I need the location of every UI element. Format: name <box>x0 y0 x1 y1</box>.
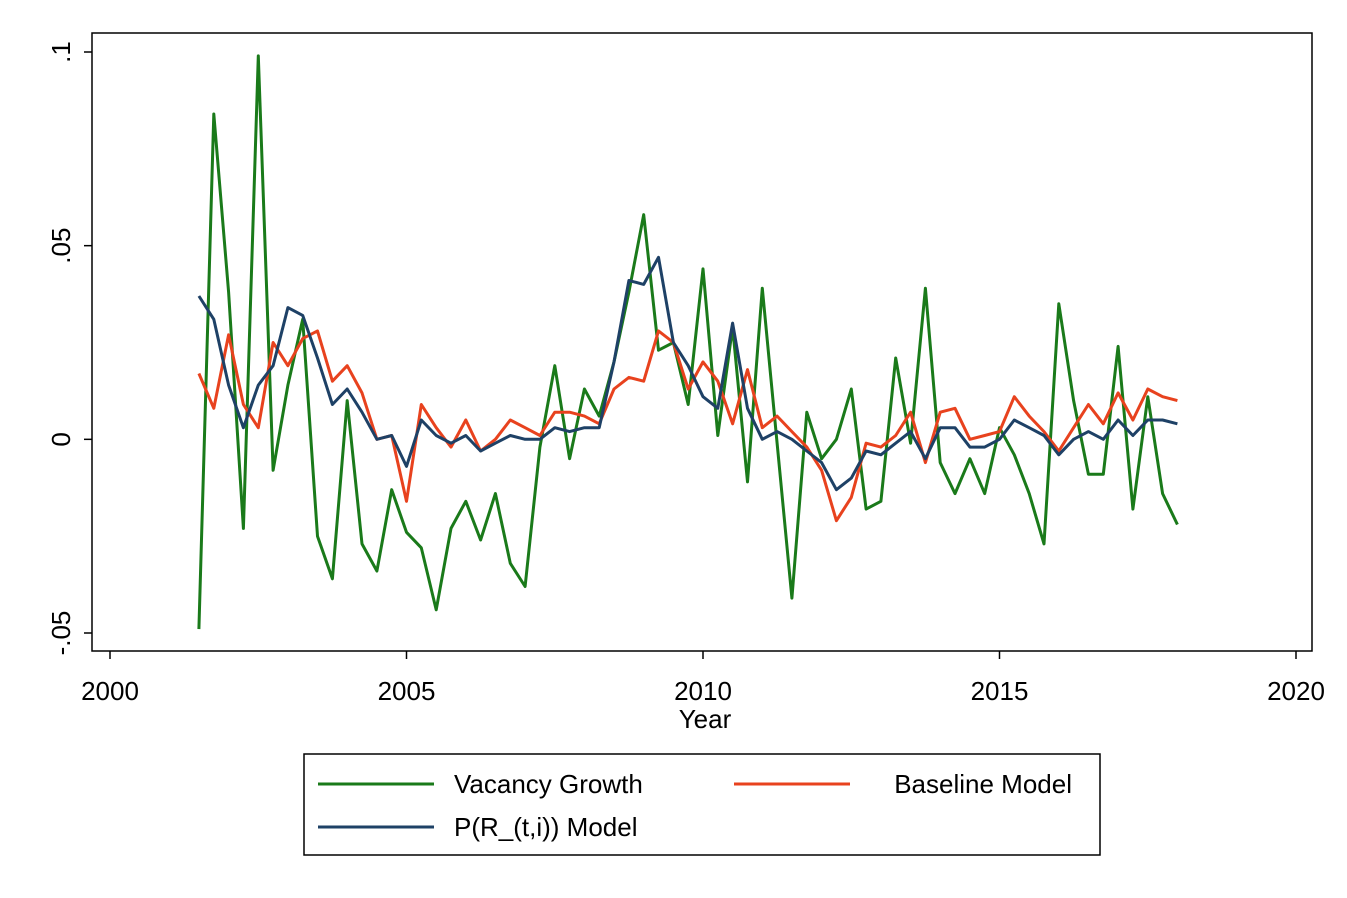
x-axis: 2000 2005 2010 2015 2020 <box>81 651 1325 706</box>
x-tick-label: 2010 <box>674 676 732 706</box>
legend-label: Baseline Model <box>894 769 1072 799</box>
y-tick-label: .05 <box>46 228 76 264</box>
y-tick-label: 0 <box>46 432 76 446</box>
legend: Vacancy Growth Baseline Model P(R_(t,i)) M… <box>303 753 1101 856</box>
x-tick-label: 2005 <box>378 676 436 706</box>
plot-area-frame <box>91 32 1313 652</box>
series-line <box>197 255 1178 492</box>
x-tick-label: 2000 <box>81 676 139 706</box>
y-tick-label: -.05 <box>46 611 76 656</box>
x-axis-title: Year <box>679 704 732 734</box>
legend-label: P(R_(t,i)) Model <box>454 812 637 842</box>
legend-frame <box>303 753 1101 856</box>
series-layer <box>197 54 1179 630</box>
x-tick-label: 2020 <box>1267 676 1325 706</box>
y-axis: -.05 0 .05 .1 <box>46 41 92 655</box>
x-tick-label: 2015 <box>971 676 1029 706</box>
series-line <box>197 54 1179 630</box>
legend-label: Vacancy Growth <box>454 769 643 799</box>
series-line <box>197 329 1178 523</box>
y-tick-label: .1 <box>46 41 76 63</box>
